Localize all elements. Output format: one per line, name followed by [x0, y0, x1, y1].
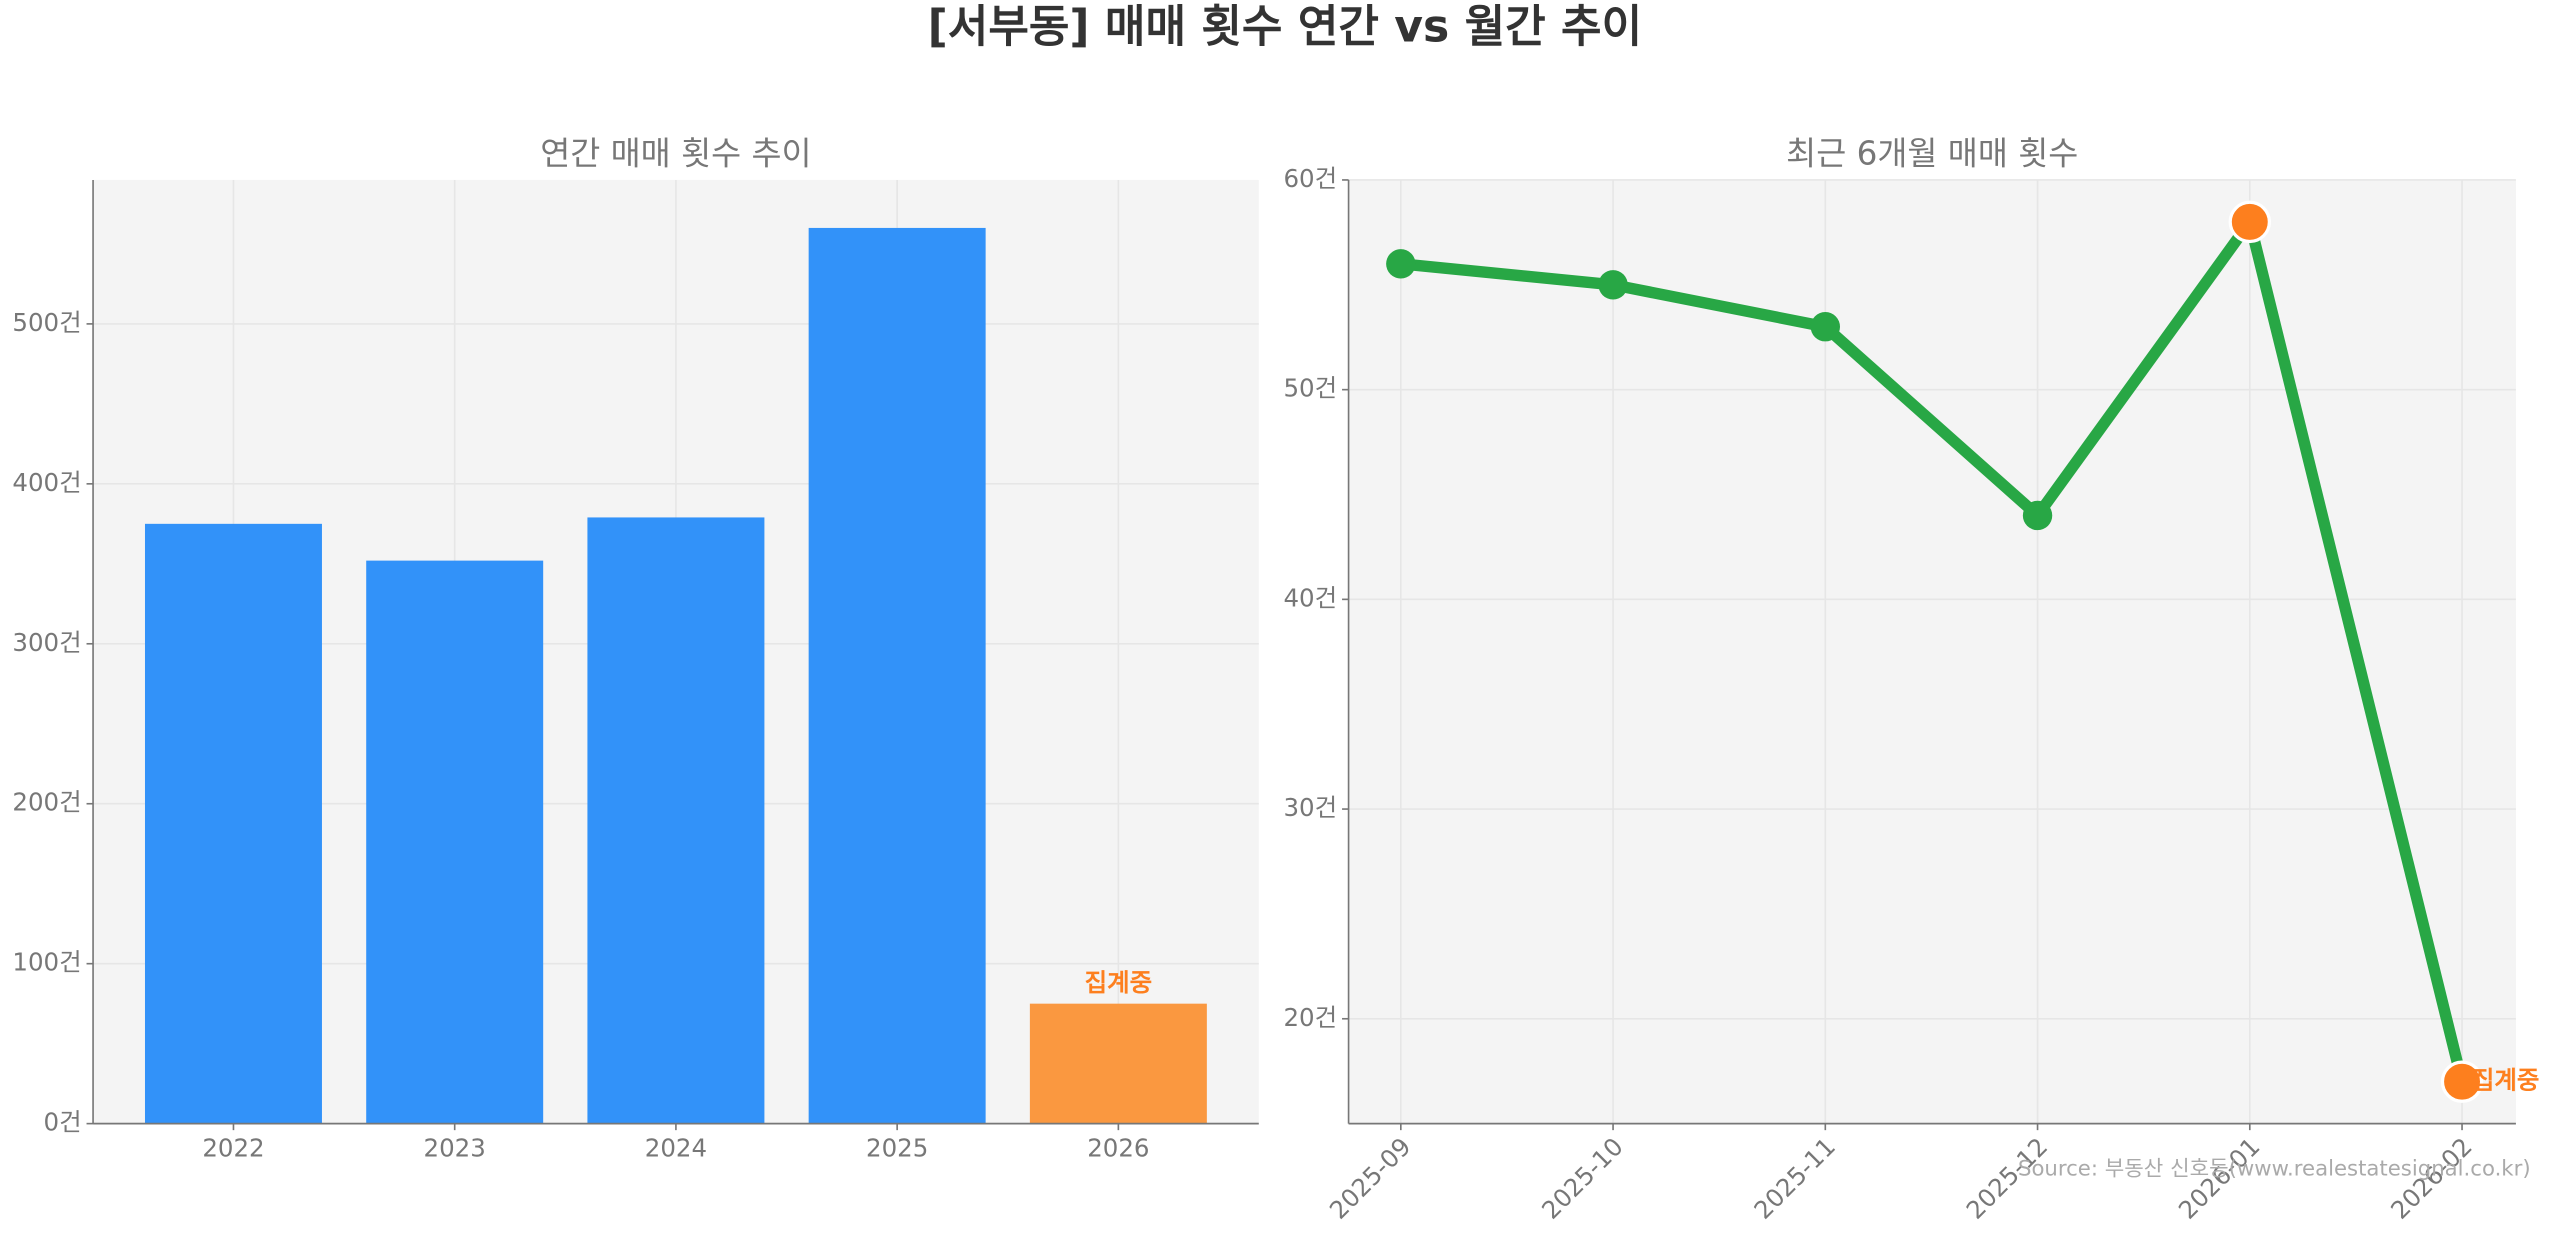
- marker: [2228, 200, 2272, 244]
- y-tick-label: 500건: [12, 308, 81, 337]
- source-note: Source: 부동산 신호등(www.realestatesignal.co.…: [2018, 1156, 2531, 1181]
- y-tick-label: 50건: [1283, 374, 1337, 403]
- line: [1400, 216, 2468, 1084]
- y-tick-label: 100건: [12, 948, 81, 977]
- marker: [1386, 249, 1416, 279]
- point-annotation: 집계중: [2472, 1066, 2540, 1095]
- marker: [2440, 1060, 2484, 1103]
- bar: [144, 523, 322, 1124]
- x-tick-label: 2026: [1087, 1134, 1149, 1163]
- y-tick-label: 200건: [12, 788, 81, 817]
- y-tick-label: 400건: [12, 468, 81, 497]
- y-tick-label: 0건: [44, 1108, 82, 1137]
- bar: [587, 517, 765, 1124]
- bar-annotation: 집계중: [1085, 968, 1153, 997]
- y-tick-label: 30건: [1283, 793, 1337, 822]
- x-tick-label: 2022: [202, 1134, 264, 1163]
- y-tick-label: 300건: [12, 628, 81, 657]
- x-tick-label: 2025: [866, 1134, 928, 1163]
- y-tick-label: 60건: [1283, 164, 1337, 193]
- bar: [366, 560, 544, 1124]
- x-tick-label: 2023: [424, 1134, 486, 1163]
- marker: [1810, 312, 1840, 342]
- marker: [1598, 270, 1628, 300]
- bar: [1029, 1003, 1207, 1124]
- figure-title: [서부동] 매매 횟수 연간 vs 월간 추이: [928, 2, 1643, 53]
- chart-title: 최근 6개월 매매 횟수: [1786, 134, 2078, 172]
- y-tick-label: 40건: [1283, 583, 1337, 612]
- y-tick-label: 20건: [1283, 1003, 1337, 1032]
- bar: [808, 227, 986, 1124]
- x-tick-label: 2024: [645, 1134, 707, 1163]
- chart-title: 연간 매매 횟수 추이: [540, 134, 811, 172]
- plot-area: [1348, 179, 2516, 1124]
- marker: [2022, 500, 2053, 531]
